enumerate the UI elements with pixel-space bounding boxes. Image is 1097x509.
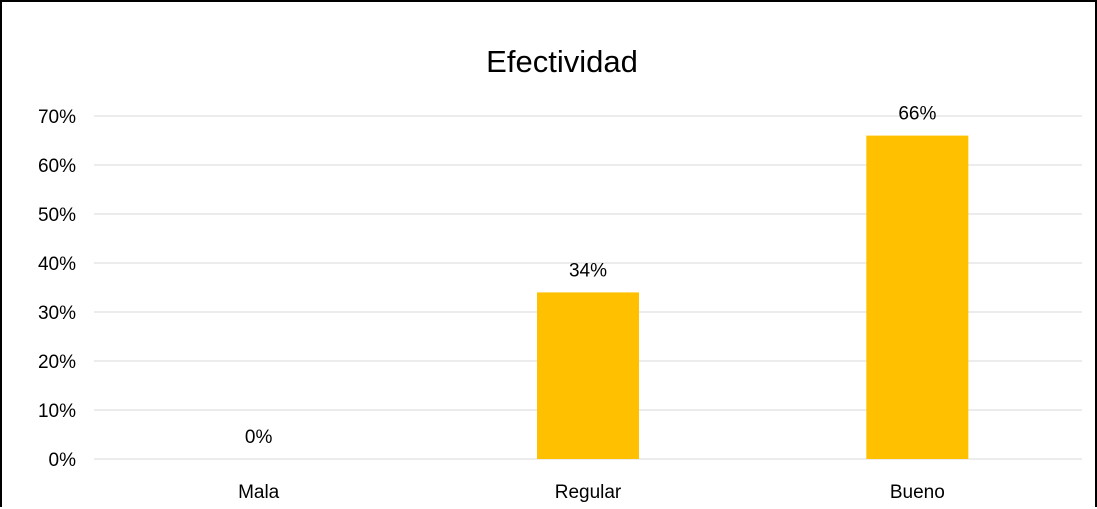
- y-axis-tick-labels: 0% 10% 20% 30% 40% 50% 60% 70%: [38, 107, 76, 471]
- y-tick-label: 30%: [38, 303, 76, 324]
- x-axis-category-labels: Mala Regular Bueno: [238, 482, 945, 503]
- y-tick-label: 0%: [49, 450, 77, 471]
- bar-bueno: [866, 135, 969, 459]
- category-label: Bueno: [890, 482, 945, 503]
- bar-regular: [537, 292, 639, 459]
- bars: [537, 135, 969, 459]
- y-tick-label: 20%: [38, 352, 76, 373]
- data-labels: 0% 34% 66%: [245, 104, 937, 448]
- chart-title: Efectividad: [486, 44, 638, 79]
- y-tick-label: 50%: [38, 205, 76, 226]
- data-label: 66%: [898, 104, 936, 125]
- y-tick-label: 40%: [38, 254, 76, 275]
- data-label: 0%: [245, 427, 273, 448]
- y-tick-label: 60%: [38, 156, 76, 177]
- category-label: Regular: [555, 482, 622, 503]
- category-label: Mala: [238, 482, 280, 503]
- y-tick-label: 70%: [38, 107, 76, 128]
- data-label: 34%: [569, 260, 607, 281]
- y-tick-label: 10%: [38, 401, 76, 422]
